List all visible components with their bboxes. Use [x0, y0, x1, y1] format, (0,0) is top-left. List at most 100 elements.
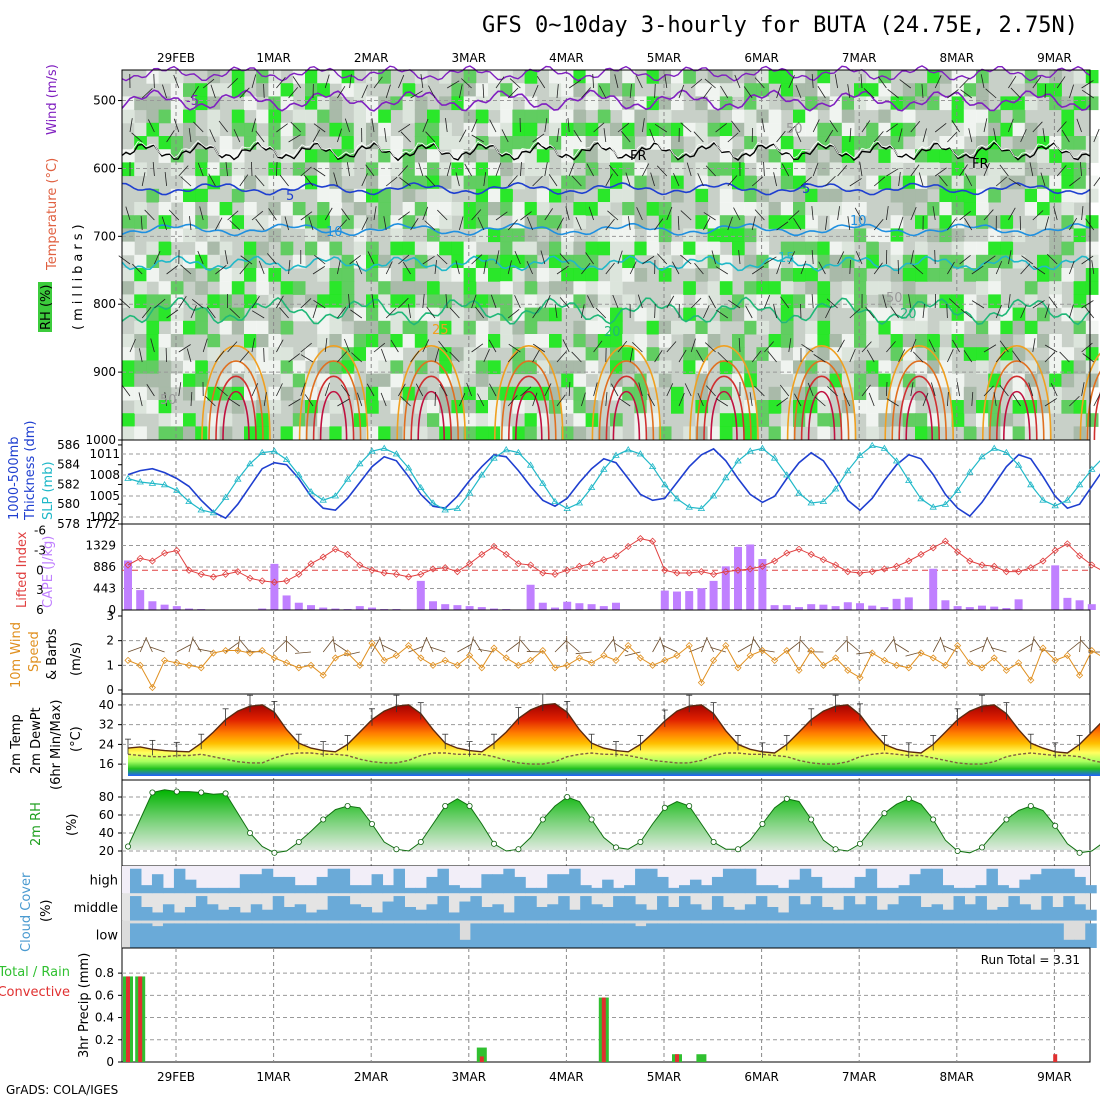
rh-cell	[841, 96, 855, 111]
upper-wind-barb	[495, 162, 502, 177]
cloud-cell	[876, 909, 889, 921]
rh-cell	[305, 307, 318, 322]
upper-wind-barb	[781, 163, 790, 177]
rh-cell	[841, 122, 855, 137]
precip-conv-bar	[675, 1054, 679, 1062]
lifted-index-marker	[832, 561, 840, 569]
rh-cell	[329, 334, 343, 348]
upper-wind-barb	[153, 73, 155, 89]
rh-cell	[719, 188, 733, 203]
rh-cell	[573, 149, 587, 163]
rh-cell	[512, 347, 526, 361]
upper-wind-barb	[428, 85, 436, 99]
upper-wind-barb	[161, 216, 167, 231]
rh-cell	[366, 149, 379, 163]
rh-cell	[756, 254, 770, 269]
rh-cell	[451, 202, 465, 216]
lifted-index-marker	[710, 570, 718, 578]
upper-wind-barb	[873, 131, 884, 143]
lifted-index-marker	[344, 550, 352, 558]
temp2m-tick-label: 24	[99, 737, 114, 751]
temp2m-tick-label: 16	[99, 757, 114, 771]
wind10-barb	[603, 638, 614, 653]
rh-cell	[780, 413, 794, 427]
cloud-cell	[876, 887, 889, 894]
cloud-cell	[1041, 923, 1053, 948]
rh-cell	[573, 83, 587, 97]
rh-cell	[817, 122, 831, 137]
upper-wind-barb	[141, 172, 146, 187]
rh2m-marker	[173, 788, 180, 795]
precip-label-conv: Convective	[0, 985, 70, 1000]
rh-cell	[634, 202, 648, 216]
wind10-marker	[807, 646, 815, 655]
upper-wind-barb	[1012, 350, 1021, 363]
lifted-index-marker	[880, 565, 888, 573]
rh-cell	[963, 268, 977, 282]
rh-cell	[231, 294, 245, 309]
cloud-cell	[887, 904, 900, 921]
wind10-marker	[771, 656, 779, 664]
rh-cell	[915, 175, 928, 190]
slp-marker	[856, 451, 864, 458]
cloud-cell	[744, 923, 757, 948]
cloud-cell	[294, 885, 307, 894]
cloud-cell	[898, 923, 911, 948]
cloud-cell	[393, 896, 405, 921]
upper-wind-barb	[532, 133, 545, 143]
rh-cell	[451, 136, 465, 150]
contour-label: 15	[778, 251, 795, 266]
wind10-marker	[222, 646, 230, 655]
rh-cell	[414, 334, 428, 348]
upper-wind-barb	[618, 397, 631, 407]
rh-cell	[1012, 400, 1026, 414]
rh-cell	[793, 202, 806, 216]
upper-wind-barb	[863, 88, 875, 99]
upper-wind-barb	[276, 161, 278, 177]
upper-wind-barb	[593, 340, 603, 353]
rh-cell	[951, 202, 965, 216]
upper-wind-barb	[422, 118, 429, 133]
cloud-cell	[997, 923, 1009, 948]
surface-temp-contour	[786, 345, 857, 441]
rh-cell	[439, 162, 452, 177]
slp-marker	[1002, 448, 1011, 456]
rh-cell	[902, 334, 916, 348]
upper-wind-barb	[154, 251, 161, 265]
rh-cell	[1049, 400, 1062, 414]
rh-cell	[134, 122, 147, 137]
upper-wind-barb	[625, 172, 631, 187]
cloud-cell	[602, 907, 614, 921]
upper-wind-barb	[697, 392, 704, 407]
lifted-index-marker	[124, 561, 132, 569]
cloud-cell	[865, 923, 878, 948]
rh-cell	[817, 83, 831, 97]
surface-temp-contour	[508, 375, 550, 441]
rh-cell	[1037, 149, 1050, 163]
wind10-marker	[758, 646, 766, 655]
upper-wind-barb	[366, 383, 375, 397]
upper-wind-barb	[464, 163, 472, 177]
cloud-cell	[1074, 876, 1086, 894]
rh-cell	[475, 268, 489, 282]
surface-temp-contour	[898, 375, 940, 441]
slp-marker	[783, 471, 791, 478]
upper-wind-barb	[910, 121, 921, 133]
rh-cell	[268, 202, 282, 216]
rh-cell	[1012, 347, 1026, 361]
lifted-index-marker	[588, 560, 596, 568]
rh-cell	[610, 70, 623, 84]
upper-wind-barb	[1079, 162, 1082, 177]
rh-cell	[1061, 136, 1075, 150]
rh-cell	[780, 70, 794, 84]
rh-cell	[280, 360, 294, 375]
rh-cell	[890, 254, 904, 269]
upper-wind-barb	[642, 118, 645, 133]
rh-cell	[707, 96, 721, 111]
rh-cell	[585, 307, 599, 322]
wind10-marker	[868, 649, 876, 657]
rh-cell	[866, 400, 879, 414]
upper-wind-barb	[263, 392, 267, 407]
rh-cell	[500, 109, 513, 124]
rh-cell	[854, 202, 867, 216]
